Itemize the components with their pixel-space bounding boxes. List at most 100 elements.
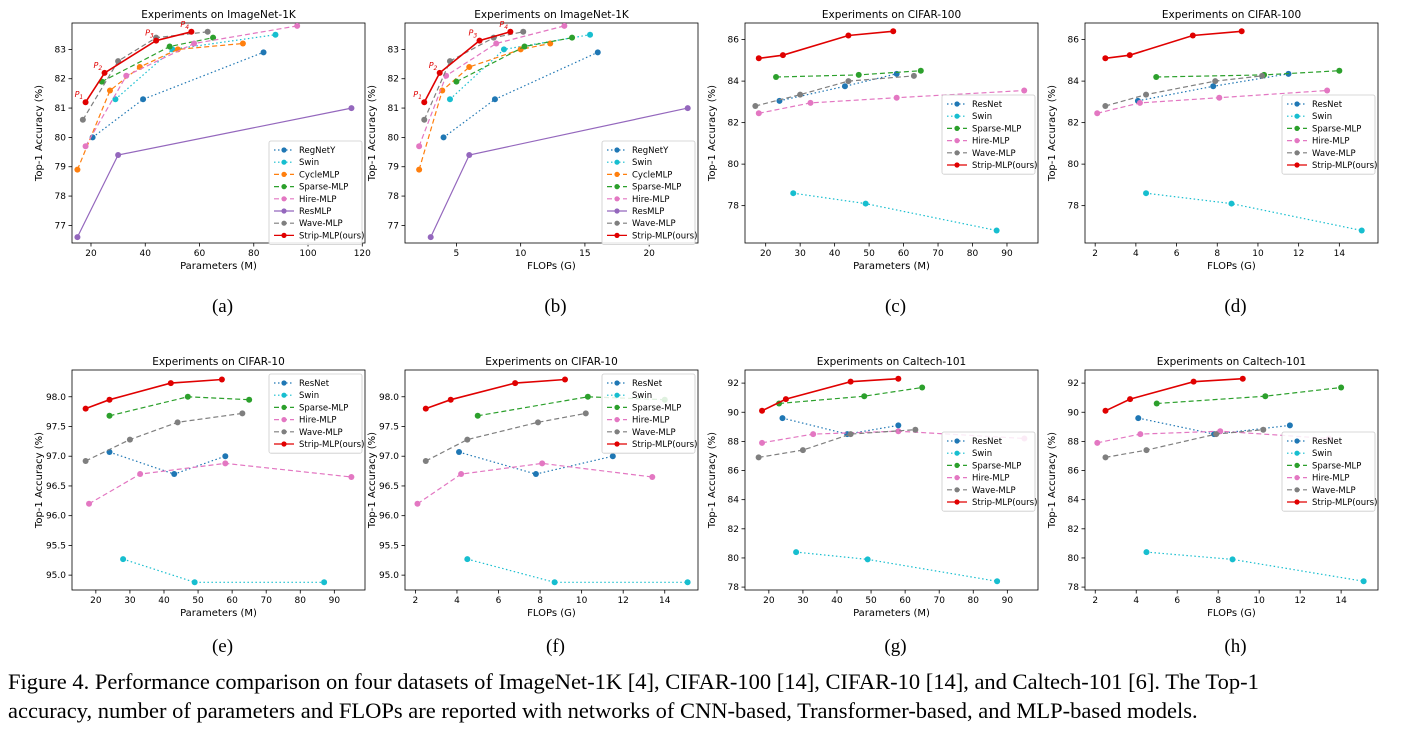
legend-marker [614,208,620,214]
series-line-hire-mlp [417,462,653,505]
data-point [864,556,871,563]
chart-panel-e: Experiments on CIFAR-10 20 30 40 50 60 70 80 90 9… [34,356,366,657]
data-point [500,46,507,53]
data-point [512,380,519,387]
legend-marker [1294,487,1300,493]
y-tick-label: 78 [728,202,740,212]
chart-title: Experiments on Caltech-101 [1157,356,1306,368]
data-point [810,431,817,438]
legend-marker [1294,150,1300,156]
data-point [993,227,1000,234]
y-tick-label: 86 [728,36,740,46]
data-point [1239,375,1246,382]
data-point [1143,447,1150,454]
legend-entry: ResNet [299,379,330,389]
data-point [790,190,797,197]
legend-marker [1294,438,1300,444]
x-tick-label: 80 [968,596,980,606]
data-point [239,40,246,47]
data-point [1286,422,1293,429]
data-point [74,166,81,173]
legend-marker [281,171,287,177]
legend-marker [954,138,960,144]
data-point [464,436,471,443]
data-point [86,500,93,507]
y-tick-label: 92 [728,379,739,389]
series-line-swin [467,558,688,583]
legend-entry: Sparse-MLP [299,403,348,413]
data-point [807,99,814,106]
x-tick-label: 8 [1214,249,1220,259]
legend: ResNet Swin Sparse-MLP Hire-MLP Wave-MLP Stri… [268,373,364,454]
point-annotation: P3 [145,29,154,40]
legend-marker [954,438,960,444]
subfigure-label: (h) [1224,636,1246,657]
legend-entry: RegNetY [299,146,336,156]
data-point [153,37,160,44]
data-point [416,166,423,173]
data-point [222,453,229,460]
data-point [82,457,89,464]
y-tick-label: 86 [1068,467,1080,477]
series-line-hire-mlp [88,462,352,505]
y-tick-label: 82 [728,525,739,535]
legend-box [601,373,696,454]
y-tick-label: 83 [55,45,66,55]
legend-marker [954,450,960,456]
data-point [584,393,591,400]
data-point [436,69,443,76]
series-line-resnet [779,73,897,102]
data-point [140,96,147,103]
legend-entry: Wave-MLP [299,219,343,229]
data-point [1338,384,1345,391]
y-axis-label: Top-1 Accuracy (%) [367,85,378,182]
data-area [74,23,355,241]
data-point [1143,549,1150,556]
legend-entry: Wave-MLP [632,428,676,438]
series-line-strip-mlp-ours- [1105,30,1242,60]
y-tick-label: 79 [55,163,67,173]
x-tick-label: 30 [124,596,136,606]
y-tick-label: 82 [1068,119,1079,129]
data-point [493,40,500,47]
legend-marker [281,184,287,190]
data-point [782,396,789,403]
legend-marker [281,147,287,153]
data-point [348,105,355,112]
series-line-sparse-mlp [1156,70,1340,78]
series-line-strip-mlp-ours- [1105,377,1243,412]
data-point [188,28,195,35]
data-point [1102,103,1109,110]
legend-marker [614,220,620,226]
legend: ResNet Swin Sparse-MLP Hire-MLP Wave-MLP Stri… [1281,431,1377,512]
data-point [458,471,465,478]
x-axis-label: Parameters (M) [853,261,930,272]
legend-marker [281,208,287,214]
legend-marker [281,441,287,447]
y-tick-label: 84 [1068,77,1080,87]
y-tick-label: 98.0 [46,393,66,403]
data-point [106,87,113,94]
series-line-strip-mlp-ours- [84,31,192,103]
legend-marker [1294,450,1300,456]
y-tick-label: 82 [728,119,739,129]
legend-marker [1294,113,1300,119]
y-tick-label: 80 [1068,554,1080,564]
legend-entry: Swin [1312,449,1332,459]
y-tick-label: 79 [388,163,400,173]
series-line-wave-mlp [755,75,914,107]
data-area [416,23,691,241]
legend-marker [614,429,620,435]
legend-entry: ResNet [972,437,1003,447]
point-annotation: P2 [94,61,103,72]
y-tick-label: 92 [1068,379,1079,389]
y-tick-label: 88 [728,437,740,447]
data-point [534,419,541,426]
chart-title: Experiments on ImageNet-1K [141,9,297,21]
legend-entry: Swin [299,158,319,168]
legend: RegNetY Swin CycleMLP Sparse-MLP Hire-MLP Res… [601,140,697,245]
legend-entry: Strip-MLP(ours) [632,231,697,241]
data-point [1135,415,1142,422]
x-tick-label: 15 [579,249,590,259]
data-point [101,69,108,76]
